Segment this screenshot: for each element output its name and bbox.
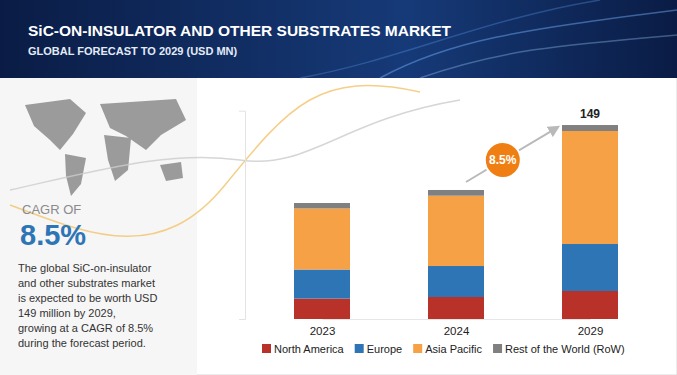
cagr-label: 8.5% xyxy=(489,153,517,167)
side-panel xyxy=(0,78,197,375)
x-tick: 2023 xyxy=(310,325,336,337)
swoosh xyxy=(10,100,460,190)
legend-item: North America xyxy=(262,343,345,355)
x-axis-line xyxy=(323,319,591,320)
bar-segment xyxy=(294,208,350,269)
x-tick: 2029 xyxy=(578,325,604,337)
x-axis: 2023 2024 2029 xyxy=(310,320,604,338)
continent xyxy=(104,135,131,181)
bar-segment xyxy=(428,190,484,196)
x-tick-label: 2024 xyxy=(444,325,470,337)
panel-text: during the forecast period. xyxy=(18,337,146,349)
swoosh xyxy=(10,86,420,237)
panel-text: The global SiC-on-insulator xyxy=(18,262,152,274)
series-3 xyxy=(294,125,618,208)
bar-segment xyxy=(562,125,618,131)
bar-segment xyxy=(294,203,350,208)
x-tick: 2024 xyxy=(444,325,470,337)
legend-swatch xyxy=(413,344,422,353)
legend-swatch xyxy=(262,344,271,353)
header-line xyxy=(420,35,677,78)
legend-label: Europe xyxy=(367,343,402,355)
background xyxy=(0,0,677,375)
header-line xyxy=(380,10,677,78)
chart-root: SiC-ON-INSULATOR AND OTHER SUBSTRATES MA… xyxy=(0,0,677,375)
legend-swatch xyxy=(493,344,502,353)
panel-text: is expected to be worth USD xyxy=(18,292,157,304)
legend: North America Europe Asia Pacific Rest of t… xyxy=(262,343,625,355)
bar-segment xyxy=(562,131,618,244)
panel-heading: CAGR OF xyxy=(22,202,81,217)
continent xyxy=(25,99,86,150)
bar-segment xyxy=(428,196,484,266)
panel-value: 8.5% xyxy=(20,219,86,251)
y-axis-line xyxy=(239,111,246,319)
bar-segment xyxy=(562,244,618,291)
cagr-bubble xyxy=(485,142,521,178)
panel-text: 149 million by 2029, xyxy=(18,307,116,319)
legend-label: North America xyxy=(274,343,345,355)
total-label: 149 xyxy=(580,107,600,121)
legend-label: Asia Pacific xyxy=(425,343,482,355)
title: SiC-ON-INSULATOR AND OTHER SUBSTRATES MA… xyxy=(28,22,452,39)
bar-segment xyxy=(428,297,484,319)
y-axis xyxy=(239,111,246,319)
legend-item: Europe xyxy=(355,343,402,355)
legend-swatch xyxy=(355,344,364,353)
panel-text: and other substrates market xyxy=(18,277,155,289)
x-tick-label: 2023 xyxy=(310,325,336,337)
x-tick-label: 2029 xyxy=(578,325,604,337)
continent xyxy=(160,162,183,181)
series-2 xyxy=(294,131,618,270)
bar-segment xyxy=(294,270,350,299)
subtitle: GLOBAL FORECAST TO 2029 (USD MN) xyxy=(28,45,238,57)
bar-segment xyxy=(562,291,618,319)
bar-segment xyxy=(428,266,484,297)
panel-text: growing at a CAGR of 8.5% xyxy=(18,322,153,334)
legend-item: Asia Pacific xyxy=(413,343,482,355)
bars xyxy=(294,125,618,319)
header-band xyxy=(0,0,677,78)
header-decoration xyxy=(300,0,677,78)
cagr-arrow xyxy=(466,127,558,182)
header-line xyxy=(300,0,600,78)
bar-segment xyxy=(294,299,350,319)
legend-label: Rest of the World (RoW) xyxy=(505,343,625,355)
legend-item: Rest of the World (RoW) xyxy=(493,343,625,355)
